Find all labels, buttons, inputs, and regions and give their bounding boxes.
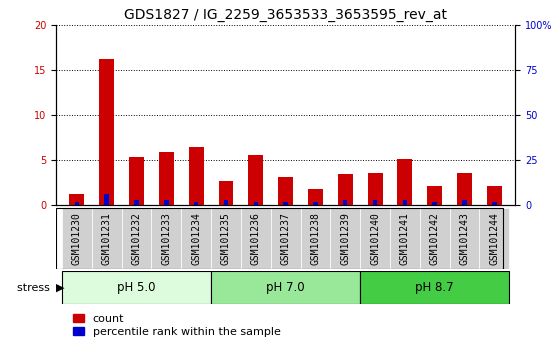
Bar: [308, 189, 323, 205]
Text: GSM101234: GSM101234: [191, 212, 201, 265]
Bar: [134, 200, 139, 205]
Bar: [69, 194, 85, 205]
Bar: [99, 59, 114, 205]
Text: GSM101242: GSM101242: [430, 212, 440, 265]
FancyBboxPatch shape: [241, 208, 270, 269]
Bar: [74, 202, 79, 205]
Bar: [457, 173, 472, 205]
Text: GSM101236: GSM101236: [251, 212, 261, 265]
Bar: [211, 271, 360, 304]
Text: GSM101233: GSM101233: [161, 212, 171, 265]
Bar: [194, 202, 198, 205]
FancyBboxPatch shape: [270, 208, 301, 269]
Bar: [360, 271, 509, 304]
Text: GSM101235: GSM101235: [221, 212, 231, 265]
FancyBboxPatch shape: [62, 208, 92, 269]
Text: GSM101241: GSM101241: [400, 212, 410, 265]
Bar: [278, 177, 293, 205]
Bar: [492, 202, 497, 205]
FancyBboxPatch shape: [151, 208, 181, 269]
Bar: [367, 173, 382, 205]
FancyBboxPatch shape: [360, 208, 390, 269]
Title: GDS1827 / IG_2259_3653533_3653595_rev_at: GDS1827 / IG_2259_3653533_3653595_rev_at: [124, 8, 447, 22]
Bar: [462, 200, 466, 205]
Bar: [343, 200, 347, 205]
Bar: [403, 200, 407, 205]
Bar: [189, 147, 204, 205]
Bar: [254, 202, 258, 205]
Bar: [283, 202, 288, 205]
Text: GSM101232: GSM101232: [132, 212, 142, 265]
Text: pH 7.0: pH 7.0: [267, 281, 305, 294]
FancyBboxPatch shape: [122, 208, 151, 269]
Bar: [159, 152, 174, 205]
Text: GSM101244: GSM101244: [489, 212, 500, 265]
Text: GSM101238: GSM101238: [310, 212, 320, 265]
Bar: [218, 181, 234, 205]
FancyBboxPatch shape: [479, 208, 509, 269]
FancyBboxPatch shape: [181, 208, 211, 269]
FancyBboxPatch shape: [330, 208, 360, 269]
Text: ▶: ▶: [56, 282, 64, 293]
Bar: [129, 156, 144, 205]
Text: pH 8.7: pH 8.7: [416, 281, 454, 294]
Text: GSM101237: GSM101237: [281, 212, 291, 265]
Bar: [398, 159, 412, 205]
Legend: count, percentile rank within the sample: count, percentile rank within the sample: [73, 314, 281, 337]
Bar: [487, 186, 502, 205]
FancyBboxPatch shape: [420, 208, 450, 269]
Bar: [62, 271, 211, 304]
Bar: [432, 202, 437, 205]
FancyBboxPatch shape: [211, 208, 241, 269]
Text: GSM101231: GSM101231: [102, 212, 111, 265]
Text: GSM101243: GSM101243: [460, 212, 469, 265]
Bar: [427, 186, 442, 205]
Bar: [248, 155, 263, 205]
Text: stress: stress: [17, 282, 53, 293]
Bar: [105, 194, 109, 205]
FancyBboxPatch shape: [92, 208, 122, 269]
Bar: [313, 202, 318, 205]
Text: GSM101230: GSM101230: [72, 212, 82, 265]
FancyBboxPatch shape: [390, 208, 420, 269]
Text: GSM101239: GSM101239: [340, 212, 350, 265]
FancyBboxPatch shape: [301, 208, 330, 269]
Bar: [338, 174, 353, 205]
Text: pH 5.0: pH 5.0: [117, 281, 156, 294]
Bar: [224, 200, 228, 205]
FancyBboxPatch shape: [450, 208, 479, 269]
Text: GSM101240: GSM101240: [370, 212, 380, 265]
Bar: [373, 200, 377, 205]
Bar: [164, 200, 169, 205]
